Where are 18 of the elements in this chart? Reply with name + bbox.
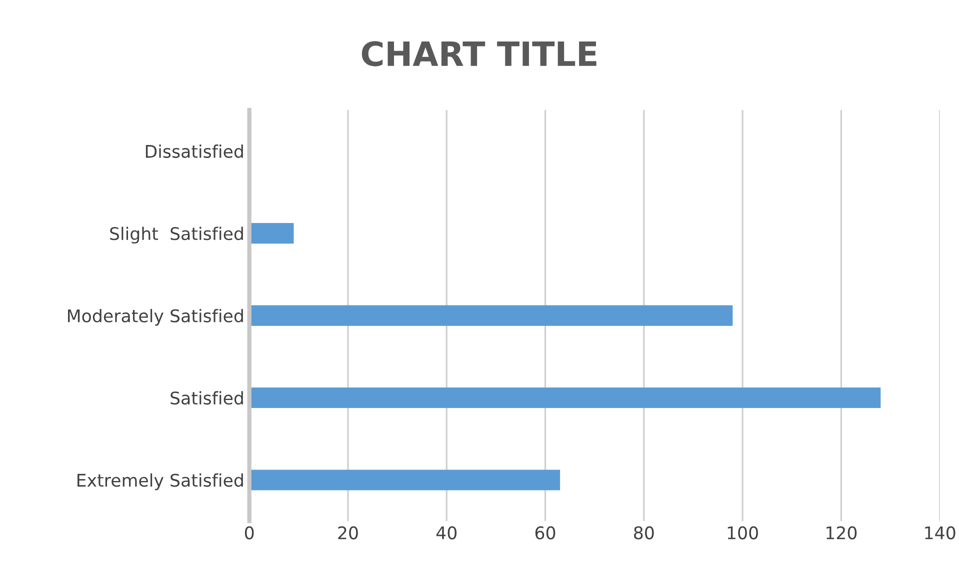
y-tick-label: Extremely Satisfied — [78, 473, 243, 490]
x-tick-label: 40 — [436, 526, 457, 540]
x-tick-label: 80 — [634, 526, 654, 540]
chart-title: CHART TITLE — [362, 41, 596, 66]
x-tick-label: 140 — [925, 526, 956, 540]
x-tick-label: 60 — [535, 526, 556, 540]
y-tick-label: Dissatisfied — [146, 144, 243, 158]
x-tick-label: 0 — [244, 526, 254, 540]
bar — [249, 470, 560, 490]
bar — [249, 387, 881, 408]
x-tick-label: 100 — [728, 526, 758, 540]
x-tick-label: 20 — [338, 526, 358, 540]
y-tick-label: Slight Satisfied — [110, 226, 243, 244]
y-tick-label: Moderately Satisfied — [68, 308, 243, 326]
x-tick-label: 120 — [826, 526, 857, 540]
bar — [249, 223, 294, 244]
bar — [249, 305, 733, 326]
y-tick-label: Satisfied — [170, 391, 243, 405]
